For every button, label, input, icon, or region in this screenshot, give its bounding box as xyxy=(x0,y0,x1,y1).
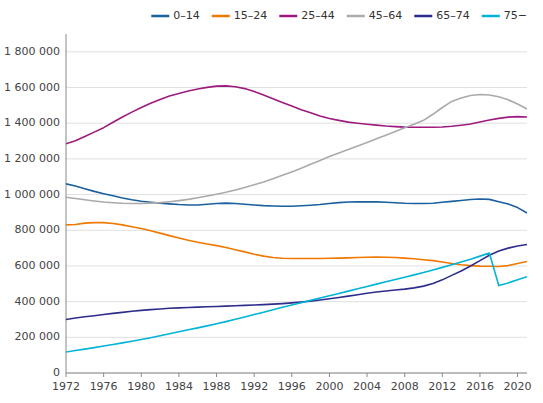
legend-label: 45–64 xyxy=(369,9,403,22)
legend-swatch xyxy=(279,15,297,18)
x-axis: 1972 1976 1980 1984 1988 1992 1996 2000 2004 2008… xyxy=(52,373,532,393)
x-tick-label: 2008 xyxy=(391,380,419,393)
x-tick-label: 2000 xyxy=(315,380,343,393)
x-tick xyxy=(291,373,292,377)
x-tick-label: 2016 xyxy=(466,380,494,393)
x-axis-line xyxy=(66,373,527,374)
x-tick-label: 1984 xyxy=(165,380,193,393)
grid-line xyxy=(66,51,527,52)
series-line xyxy=(66,86,527,144)
y-tick-label: 600 000 xyxy=(15,259,61,272)
x-tick xyxy=(329,373,330,377)
x-tick xyxy=(66,373,67,377)
x-tick-label: 2020 xyxy=(504,380,532,393)
y-tick-label: 1 400 000 xyxy=(4,116,60,129)
legend-swatch xyxy=(212,15,230,18)
x-tick-label: 1996 xyxy=(278,380,306,393)
legend-item: 65–74 xyxy=(414,9,470,22)
grid-line xyxy=(66,87,527,88)
grid-line xyxy=(66,158,527,159)
legend-label: 65–74 xyxy=(436,9,470,22)
x-tick xyxy=(178,373,179,377)
grid-line xyxy=(66,265,527,266)
series-line xyxy=(66,184,527,213)
grid-line xyxy=(66,337,527,338)
x-tick xyxy=(442,373,443,377)
x-tick-label: 2004 xyxy=(353,380,381,393)
legend-label: 25–44 xyxy=(301,9,335,22)
grid-line xyxy=(66,194,527,195)
series-line xyxy=(66,253,527,352)
legend-label: 0–14 xyxy=(173,9,200,22)
y-tick-label: 1 000 000 xyxy=(4,188,60,201)
x-tick xyxy=(254,373,255,377)
y-tick-label: 1 800 000 xyxy=(4,45,60,58)
legend-swatch xyxy=(482,15,500,18)
x-tick-label: 1988 xyxy=(203,380,231,393)
grid-line xyxy=(66,123,527,124)
series-line xyxy=(66,223,527,267)
legend-label: 75− xyxy=(504,9,527,22)
x-tick-label: 2012 xyxy=(428,380,456,393)
y-tick-label: 800 000 xyxy=(15,223,61,236)
x-tick-label: 1972 xyxy=(52,380,80,393)
legend-swatch xyxy=(414,15,432,18)
x-tick-label: 1992 xyxy=(240,380,268,393)
chart: 0 200 000 400 000 600 000 800 000 1 000 000 1 … xyxy=(0,0,543,403)
y-axis: 0 200 000 400 000 600 000 800 000 1 000 000 1 … xyxy=(4,45,527,379)
series-line xyxy=(66,94,527,203)
y-axis-line xyxy=(66,34,67,373)
y-tick-label: 1 600 000 xyxy=(4,81,60,94)
grid-line xyxy=(66,230,527,231)
legend-item: 0–14 xyxy=(151,9,200,22)
legend-swatch xyxy=(347,15,365,18)
x-tick xyxy=(367,373,368,377)
x-tick xyxy=(404,373,405,377)
x-tick xyxy=(216,373,217,377)
x-tick-label: 1980 xyxy=(127,380,155,393)
x-tick xyxy=(141,373,142,377)
x-tick-label: 1976 xyxy=(90,380,118,393)
chart-container: 0 200 000 400 000 600 000 800 000 1 000 000 1 … xyxy=(0,0,543,403)
series-line xyxy=(66,245,527,320)
y-tick-label: 1 200 000 xyxy=(4,152,60,165)
y-tick-label: 0 xyxy=(53,366,60,379)
x-tick xyxy=(517,373,518,377)
y-tick-label: 200 000 xyxy=(15,330,61,343)
legend-label: 15–24 xyxy=(234,9,268,22)
legend-item: 15–24 xyxy=(212,9,268,22)
y-tick-label: 400 000 xyxy=(15,295,61,308)
legend-item: 25–44 xyxy=(279,9,335,22)
x-tick xyxy=(479,373,480,377)
grid-line xyxy=(66,373,527,374)
series-group xyxy=(66,86,527,352)
x-tick xyxy=(103,373,104,377)
legend-item: 75− xyxy=(482,9,527,22)
legend-swatch xyxy=(151,15,169,18)
legend: 0–14 15–24 25–44 45–64 65–74 75− xyxy=(151,9,527,22)
legend-item: 45–64 xyxy=(347,9,403,22)
